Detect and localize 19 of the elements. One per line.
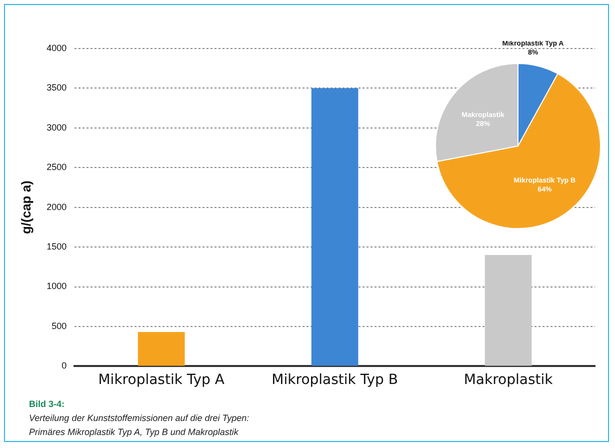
y-tick-label: 4000 (46, 42, 67, 53)
y-tick-label: 3000 (46, 122, 67, 132)
bar (484, 254, 532, 366)
x-tick-label: Mikroplastik Typ A (98, 372, 225, 388)
text: Verteilung der Kunststoffemissionen auf die drei Typen: (29, 412, 250, 425)
x-tick-label: Mikroplastik Typ B (272, 372, 398, 388)
y-tick-label: 3500 (46, 82, 67, 93)
y-axis-title: g/(cap a) (18, 180, 34, 234)
text: Bild 3-4: (29, 398, 66, 411)
y-tick-label: 0 (62, 360, 67, 371)
text: Primäres Mikroplastik Typ A, Typ B und Makroplastik (29, 426, 240, 439)
y-tick-label: 500 (52, 320, 67, 331)
bar (311, 88, 358, 366)
y-tick-label: 2500 (46, 162, 67, 172)
y-tick-label: 1500 (46, 242, 67, 252)
y-tick-label: 1000 (46, 281, 67, 292)
bar (138, 332, 185, 366)
x-tick-label: Makroplastik (464, 372, 554, 388)
y-tick-label: 2000 (46, 202, 67, 212)
